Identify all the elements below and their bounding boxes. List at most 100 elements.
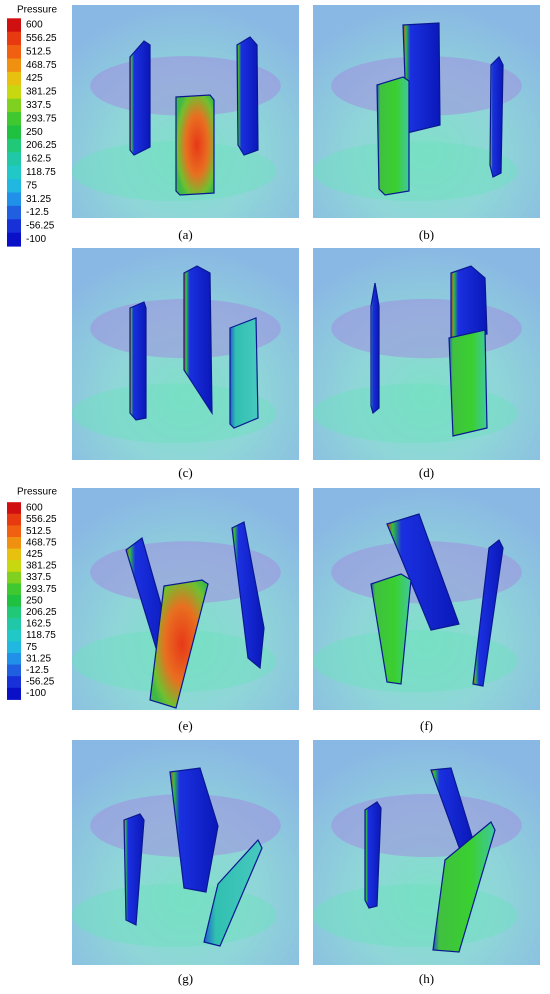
legend-title: Pressure bbox=[17, 487, 57, 498]
legend-label: 162.5 bbox=[26, 619, 51, 630]
legend-swatch bbox=[7, 45, 21, 59]
legend-swatch bbox=[7, 629, 21, 642]
legend-label: 337.5 bbox=[26, 100, 51, 111]
blade bbox=[129, 301, 147, 421]
blade bbox=[432, 821, 496, 953]
legend-label: 293.75 bbox=[26, 584, 57, 595]
legend-swatch bbox=[7, 58, 21, 73]
wake-region bbox=[72, 884, 277, 947]
legend-swatch bbox=[7, 618, 21, 631]
legend-swatch bbox=[7, 641, 21, 654]
low-pressure-region bbox=[331, 298, 522, 359]
legend-label: 162.5 bbox=[26, 154, 51, 165]
legend-swatch bbox=[7, 583, 21, 596]
legend-swatch bbox=[7, 571, 21, 584]
legend-swatch bbox=[7, 219, 21, 234]
blade bbox=[175, 94, 215, 196]
legend-label: 425 bbox=[26, 73, 43, 84]
blade bbox=[169, 767, 219, 893]
legend-label: 381.25 bbox=[26, 561, 57, 572]
legend-label: 337.5 bbox=[26, 572, 51, 583]
contour-panel bbox=[72, 248, 299, 460]
legend-swatch bbox=[7, 138, 21, 153]
blade bbox=[376, 76, 410, 196]
legend-swatch bbox=[7, 502, 21, 515]
legend-swatch bbox=[7, 595, 21, 608]
legend-swatch bbox=[7, 112, 21, 126]
legend-swatch bbox=[7, 18, 21, 33]
blade bbox=[149, 579, 209, 709]
wake-region bbox=[313, 141, 518, 201]
wake-region bbox=[313, 630, 518, 693]
wake-region bbox=[72, 141, 277, 201]
blade bbox=[370, 282, 380, 415]
legend-swatch bbox=[7, 687, 21, 700]
legend-label: 250 bbox=[26, 127, 43, 138]
legend-label: 293.75 bbox=[26, 113, 57, 124]
color-legend: Pressure 600 556.25 512.5 468.75 425 381.25 337… bbox=[7, 5, 57, 247]
legend-title: Pressure bbox=[17, 5, 57, 16]
legend-label: 600 bbox=[26, 20, 43, 31]
legend-label: -56.25 bbox=[26, 677, 55, 688]
legend-swatch bbox=[7, 31, 21, 46]
wake-region bbox=[72, 383, 277, 444]
legend-label: 512.5 bbox=[26, 46, 51, 57]
legend-swatch bbox=[7, 606, 21, 619]
panel-caption: (g) bbox=[178, 971, 193, 986]
blade bbox=[370, 573, 412, 685]
legend-label: 75 bbox=[26, 642, 38, 653]
legend-label: 600 bbox=[26, 503, 43, 514]
legend-swatch bbox=[7, 192, 21, 207]
legend-label: 75 bbox=[26, 180, 38, 191]
legend-swatch bbox=[7, 165, 21, 180]
panel-caption: (f) bbox=[420, 718, 433, 733]
legend-swatch bbox=[7, 676, 21, 689]
legend-label: 31.25 bbox=[26, 194, 51, 205]
legend-label: 206.25 bbox=[26, 140, 57, 151]
contour-panel bbox=[313, 5, 540, 218]
legend-label: -12.5 bbox=[26, 665, 49, 676]
contour-panel bbox=[72, 740, 299, 965]
legend-swatch bbox=[7, 85, 21, 100]
panel-caption: (c) bbox=[178, 465, 192, 480]
legend-swatch bbox=[7, 179, 21, 193]
blade bbox=[450, 265, 488, 341]
legend-swatch bbox=[7, 152, 21, 167]
panel-caption: (a) bbox=[178, 227, 192, 242]
legend-swatch bbox=[7, 232, 21, 247]
contour-panel bbox=[313, 488, 540, 710]
legend-label: -56.25 bbox=[26, 221, 55, 232]
blade bbox=[489, 55, 504, 178]
contour-panel bbox=[72, 488, 299, 710]
legend-swatch bbox=[7, 205, 21, 220]
blade bbox=[448, 329, 488, 437]
legend-label: 381.25 bbox=[26, 87, 57, 98]
panel-caption: (h) bbox=[419, 971, 434, 986]
blade bbox=[229, 317, 259, 429]
legend-label: 206.25 bbox=[26, 607, 57, 618]
legend-swatch bbox=[7, 560, 21, 573]
panel-caption: (d) bbox=[419, 465, 434, 480]
legend-label: 31.25 bbox=[26, 653, 51, 664]
legend-label: 250 bbox=[26, 595, 43, 606]
legend-label: 118.75 bbox=[26, 167, 56, 178]
legend-label: -100 bbox=[26, 234, 46, 245]
legend-swatch bbox=[7, 98, 21, 113]
legend-label: 468.75 bbox=[26, 537, 57, 548]
legend-swatch bbox=[7, 548, 21, 561]
blade bbox=[386, 513, 460, 631]
legend-swatch bbox=[7, 525, 21, 538]
legend-label: 425 bbox=[26, 549, 43, 560]
legend-swatch bbox=[7, 537, 21, 550]
blade bbox=[364, 801, 382, 909]
panel-caption: (b) bbox=[419, 227, 434, 242]
blade bbox=[129, 40, 151, 156]
legend-label: 118.75 bbox=[26, 630, 56, 641]
legend-label: 512.5 bbox=[26, 526, 51, 537]
legend-label: 556.25 bbox=[26, 33, 57, 44]
legend-label: -100 bbox=[26, 688, 46, 699]
legend-label: 468.75 bbox=[26, 60, 57, 71]
wake-region bbox=[313, 884, 518, 947]
legend-swatch bbox=[7, 125, 21, 140]
